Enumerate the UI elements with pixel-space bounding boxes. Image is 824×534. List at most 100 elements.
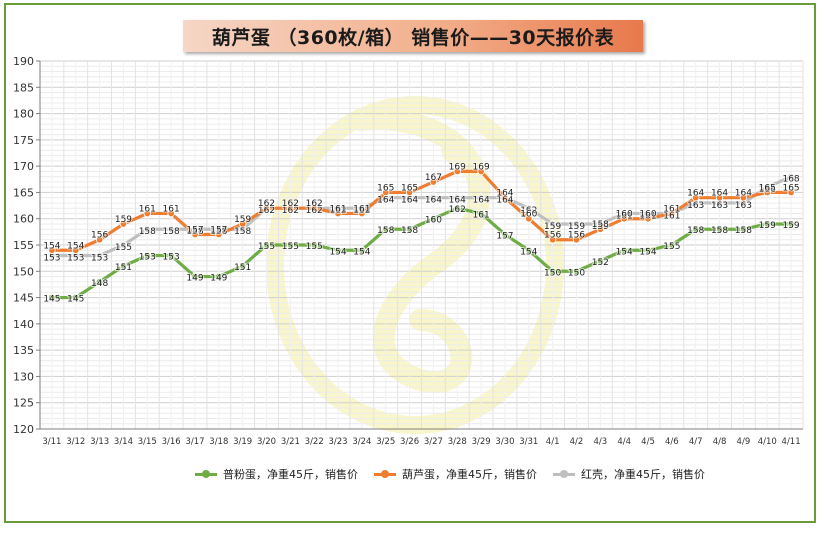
x-tick-label: 4/4 <box>617 437 631 447</box>
data-point <box>119 220 128 228</box>
y-tick-label: 155 <box>13 239 34 252</box>
data-label: 169 <box>449 162 466 172</box>
y-tick-label: 150 <box>13 265 34 278</box>
legend-swatch <box>553 469 575 479</box>
x-tick-label: 3/29 <box>472 437 491 447</box>
data-point <box>286 241 295 249</box>
data-label: 164 <box>449 196 466 206</box>
data-point <box>334 209 342 218</box>
data-label: 161 <box>616 211 633 221</box>
data-point <box>501 230 509 239</box>
data-label: 162 <box>520 206 537 216</box>
data-point <box>358 209 366 218</box>
data-label: 164 <box>735 189 752 199</box>
data-point <box>477 167 485 176</box>
data-point <box>763 220 771 228</box>
data-label: 164 <box>711 189 728 199</box>
data-point <box>501 193 509 202</box>
data-point <box>405 225 414 233</box>
y-tick-label: 125 <box>13 397 34 410</box>
data-label: 162 <box>282 206 299 216</box>
data-label: 161 <box>139 204 156 214</box>
data-point <box>572 220 581 228</box>
data-point <box>72 246 80 254</box>
data-label: 169 <box>473 162 490 172</box>
data-label: 161 <box>163 204 180 214</box>
data-point <box>191 230 199 239</box>
data-label: 165 <box>377 183 394 193</box>
data-label: 149 <box>210 274 227 284</box>
data-label: 158 <box>210 227 227 237</box>
x-tick-label: 4/1 <box>546 437 560 447</box>
data-label: 157 <box>186 225 203 235</box>
data-label: 154 <box>520 247 537 257</box>
data-label: 153 <box>43 254 60 264</box>
series-line <box>50 206 793 300</box>
data-label: 157 <box>210 225 227 235</box>
legend-item-hongke: 红壳，净重45斤，销售价 <box>553 466 705 482</box>
data-point <box>715 225 724 233</box>
data-label: 155 <box>282 242 299 252</box>
data-label: 164 <box>496 189 513 199</box>
data-label: 164 <box>425 196 442 206</box>
data-label: 158 <box>163 227 180 237</box>
data-label: 161 <box>663 211 680 221</box>
y-tick-label: 135 <box>13 344 34 357</box>
x-tick-label: 3/17 <box>185 437 204 447</box>
data-point <box>692 225 700 233</box>
y-tick-label: 140 <box>13 318 34 331</box>
y-tick-label: 190 <box>13 55 34 68</box>
data-point <box>215 230 223 239</box>
data-point <box>787 188 795 197</box>
y-tick-label: 145 <box>13 292 34 305</box>
data-label: 162 <box>329 206 346 216</box>
watermark <box>266 96 564 434</box>
data-label: 159 <box>782 221 799 231</box>
data-point <box>167 225 175 233</box>
x-tick-label: 3/22 <box>305 437 324 447</box>
data-label: 164 <box>496 196 513 206</box>
data-label: 165 <box>782 183 799 193</box>
data-point <box>119 241 128 249</box>
legend-item-hulu: 葫芦蛋，净重45斤，销售价 <box>374 466 537 482</box>
data-label: 145 <box>67 295 84 305</box>
chart-title: 葫芦蛋 （360枚/箱） 销售价——30天报价表 <box>183 20 643 52</box>
data-label: 159 <box>568 222 585 232</box>
data-label: 159 <box>592 222 609 232</box>
data-label: 162 <box>449 205 466 215</box>
data-label: 158 <box>711 226 728 236</box>
data-label: 160 <box>616 210 633 220</box>
data-label: 161 <box>353 204 370 214</box>
data-label: 162 <box>258 206 275 216</box>
data-point <box>620 246 628 254</box>
data-label: 158 <box>401 226 418 236</box>
data-label: 166 <box>759 185 776 195</box>
data-label: 158 <box>735 226 752 236</box>
data-point <box>429 178 438 186</box>
data-label: 154 <box>353 247 370 257</box>
data-label: 161 <box>473 210 490 220</box>
data-point <box>238 220 247 228</box>
data-point <box>405 188 414 197</box>
y-tick-label: 175 <box>13 134 34 147</box>
data-point <box>48 246 56 254</box>
data-label: 159 <box>759 221 776 231</box>
data-label: 165 <box>759 183 776 193</box>
legend: 普粉蛋，净重45斤，销售价 葫芦蛋，净重45斤，销售价 红壳，净重45斤，销售价 <box>195 464 705 484</box>
legend-item-putong: 普粉蛋，净重45斤，销售价 <box>195 466 358 482</box>
x-tick-label: 4/10 <box>758 437 777 447</box>
data-point <box>382 188 390 197</box>
x-tick-label: 3/30 <box>495 437 514 447</box>
data-point <box>548 236 557 244</box>
data-point <box>167 209 175 218</box>
x-tick-label: 4/9 <box>737 437 751 447</box>
data-point <box>453 204 461 212</box>
data-label: 155 <box>258 242 275 252</box>
data-point <box>525 215 533 223</box>
data-label: 158 <box>687 226 704 236</box>
data-label: 163 <box>735 201 752 211</box>
data-point <box>382 225 390 233</box>
data-point <box>453 167 461 176</box>
x-tick-label: 3/11 <box>42 437 61 447</box>
y-tick-label: 180 <box>13 108 34 121</box>
